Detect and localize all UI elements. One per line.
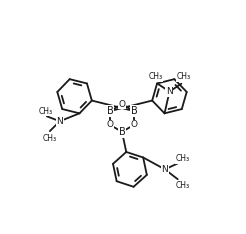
- Text: CH₃: CH₃: [176, 181, 190, 190]
- Text: B: B: [131, 106, 137, 116]
- Text: CH₃: CH₃: [176, 72, 190, 81]
- Text: O: O: [107, 121, 114, 129]
- Text: CH₃: CH₃: [176, 154, 190, 163]
- Text: N: N: [56, 117, 63, 126]
- Text: O: O: [119, 100, 125, 109]
- Text: B: B: [119, 127, 125, 137]
- Text: O: O: [130, 121, 138, 129]
- Text: CH₃: CH₃: [39, 107, 53, 116]
- Text: B: B: [107, 106, 113, 116]
- Text: CH₃: CH₃: [43, 134, 57, 143]
- Text: N: N: [166, 87, 173, 96]
- Text: CH₃: CH₃: [149, 72, 163, 81]
- Text: N: N: [162, 165, 168, 174]
